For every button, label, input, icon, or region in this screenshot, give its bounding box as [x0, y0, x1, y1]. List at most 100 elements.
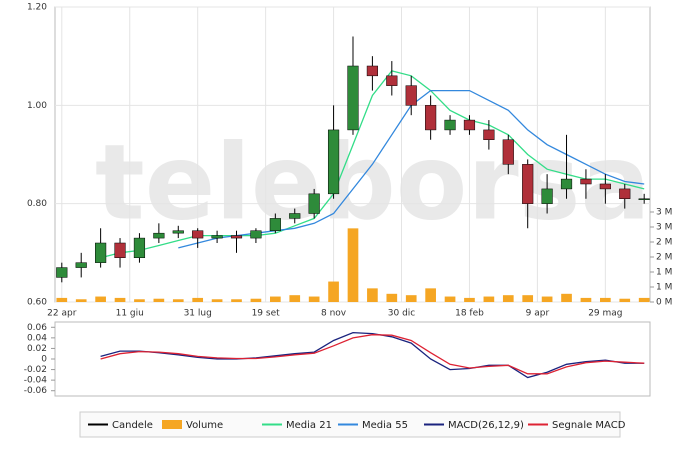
volume-bar	[172, 299, 184, 302]
volume-bar	[522, 295, 534, 302]
volume-bar	[95, 296, 106, 302]
y-tick-label: 1.20	[27, 3, 47, 13]
legend-label: Media 21	[286, 420, 332, 431]
y2-tick-label: 1 M	[656, 268, 672, 278]
volume-bar	[289, 295, 301, 302]
candle-body	[580, 178, 592, 185]
y-tick-label: 0.60	[27, 298, 47, 308]
candle-body	[405, 85, 417, 106]
volume-bar	[367, 288, 378, 302]
x-tick-label: 8 nov	[321, 309, 347, 319]
series-line	[100, 70, 645, 259]
volume-bar	[114, 297, 126, 302]
volume-bar	[600, 297, 611, 302]
candle-body	[153, 232, 165, 239]
candle-body	[269, 218, 281, 231]
y2-tick-label: 2 M	[656, 238, 672, 248]
legend-label: Volume	[186, 420, 223, 431]
series-line	[100, 334, 645, 375]
legend-swatch	[162, 420, 182, 429]
candle-body	[386, 75, 398, 86]
y-tick-label: -0.04	[24, 376, 48, 386]
legend: Candele Volume Media 21 Media 55 MACD(26,12,…	[88, 420, 626, 431]
candle-body	[541, 188, 553, 204]
legend-label: Media 55	[362, 420, 408, 431]
x-tick-label: 19 set	[252, 309, 281, 319]
y-tick-label: 0.04	[27, 333, 47, 343]
y-tick-label: 1.00	[27, 101, 47, 111]
candle-body	[483, 129, 495, 141]
candle-body	[463, 119, 476, 131]
x-tick-label: 11 giu	[116, 309, 144, 319]
y2-tick-label: 1 M	[656, 283, 672, 293]
candle-body	[211, 235, 223, 239]
candle-body	[425, 105, 437, 131]
candle-body	[172, 230, 184, 234]
candle-body	[75, 262, 87, 268]
volume-bar	[502, 295, 514, 302]
candle-body	[289, 213, 301, 219]
y-tick-label: 0	[41, 355, 47, 365]
volume-bar	[250, 298, 262, 302]
candle-body	[599, 183, 611, 190]
volume-bar	[541, 296, 553, 302]
volume-bar	[561, 293, 572, 302]
volume-bar	[638, 297, 650, 302]
y-tick-label: -0.02	[24, 365, 47, 375]
volume-bar	[211, 299, 223, 302]
candle-body	[95, 242, 107, 263]
y2-tick-label: 3 M	[656, 208, 672, 218]
volume-bar	[580, 297, 592, 302]
candle-body	[638, 198, 650, 200]
candle-body	[133, 237, 146, 258]
x-tick-label: 18 feb	[455, 309, 484, 319]
candle-body	[502, 139, 514, 165]
volume-bar	[134, 299, 145, 302]
volume-bar	[56, 297, 68, 302]
candle-body	[444, 119, 456, 131]
volume-bar	[619, 298, 631, 302]
volume-bar	[347, 228, 359, 302]
volume-bar	[444, 296, 456, 302]
candle-body	[114, 242, 126, 258]
candle-body	[230, 235, 243, 239]
volume-bar	[308, 296, 320, 302]
candle-body	[250, 230, 262, 239]
candle-body	[522, 164, 534, 204]
candle-body	[192, 230, 204, 239]
watermark: teleborsa	[95, 121, 651, 243]
y2-tick-label: 3 M	[656, 223, 672, 233]
candle-body	[308, 193, 320, 214]
volume-bar	[464, 297, 475, 302]
candle-body	[327, 129, 340, 195]
series-line	[100, 331, 645, 379]
volume-bar	[328, 281, 339, 302]
candle-body	[366, 65, 378, 77]
x-tick-label: 30 dic	[388, 309, 416, 319]
volume-bar	[192, 297, 204, 302]
y-tick-label: 0.02	[27, 344, 47, 354]
candle-body	[347, 65, 359, 131]
y-tick-label: 0.80	[27, 199, 47, 209]
volume-bar	[269, 296, 281, 302]
legend-label: MACD(26,12,9)	[448, 420, 524, 431]
x-tick-label: 22 apr	[47, 309, 77, 319]
y2-tick-label: 2 M	[656, 253, 672, 263]
candle-body	[560, 178, 573, 190]
volume-bar	[425, 288, 436, 302]
candle-body	[619, 188, 631, 200]
candle-body	[56, 267, 68, 278]
volume-bar	[75, 299, 87, 302]
y-tick-label: -0.06	[24, 386, 48, 396]
legend-label: Candele	[112, 420, 153, 431]
legend-label: Segnale MACD	[552, 420, 626, 431]
x-tick-label: 31 lug	[184, 309, 212, 319]
volume-bar	[405, 295, 417, 302]
y-tick-label: 0.06	[27, 323, 47, 333]
x-tick-label: 29 mag	[588, 309, 622, 319]
volume-bar	[483, 296, 495, 302]
x-tick-label: 9 apr	[526, 309, 550, 319]
volume-bar	[153, 298, 165, 302]
volume-bar	[386, 293, 398, 302]
